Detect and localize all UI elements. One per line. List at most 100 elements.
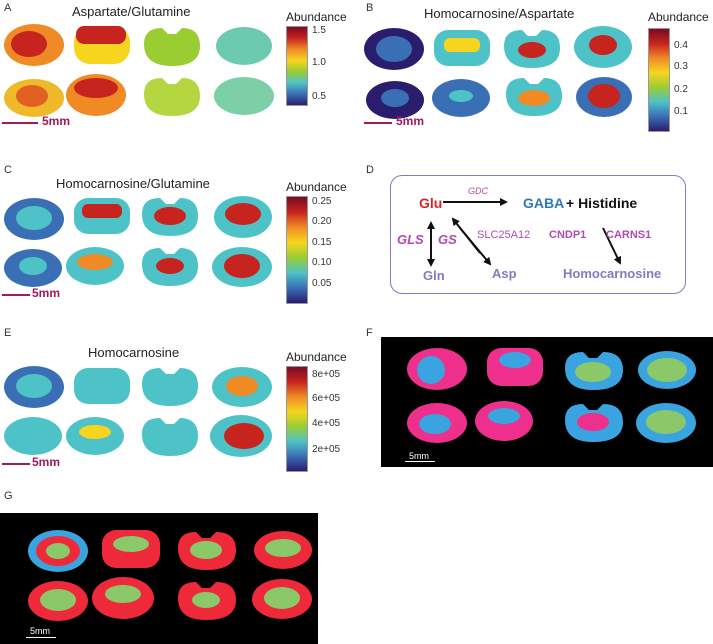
panel-e-slice-2 bbox=[72, 364, 132, 408]
panel-g-slice-2 bbox=[100, 526, 162, 572]
enzyme-gls: GLS bbox=[397, 232, 424, 247]
panel-f-slice-2 bbox=[485, 344, 545, 390]
panel-g-slice-5 bbox=[26, 578, 90, 624]
panel-b-scale-bar bbox=[364, 122, 392, 124]
panel-a-slice-3 bbox=[142, 24, 202, 68]
panel-c-tick-3: 0.15 bbox=[312, 237, 332, 248]
panel-e-slice-5 bbox=[2, 414, 64, 458]
panel-b-tick-4: 0.1 bbox=[674, 106, 688, 117]
panel-c-scale-bar bbox=[2, 294, 30, 296]
panel-label-b: B bbox=[366, 2, 374, 14]
panel-e-slice-7 bbox=[140, 414, 200, 458]
panel-label-c: C bbox=[4, 164, 12, 176]
panel-label-f: F bbox=[366, 327, 373, 339]
panel-a-slice-4 bbox=[214, 24, 274, 68]
panel-label-a: A bbox=[4, 2, 12, 14]
enzyme-gdc: GDC bbox=[468, 186, 488, 196]
panel-a-slice-1 bbox=[2, 22, 66, 68]
panel-b-scale-label: 5mm bbox=[396, 114, 425, 128]
panel-label-g: G bbox=[4, 490, 13, 502]
enzyme-cndp1: CNDP1 bbox=[549, 229, 587, 241]
panel-f-slice-6 bbox=[473, 398, 535, 444]
panel-f-slice-4 bbox=[636, 348, 698, 392]
node-homocarnosine: Homocarnosine bbox=[563, 266, 662, 281]
panel-a-tick-1: 1.5 bbox=[312, 25, 326, 36]
enzyme-slc25a12: SLC25A12 bbox=[477, 229, 531, 241]
panel-e-slice-6 bbox=[64, 414, 126, 458]
panel-b-slice-4 bbox=[572, 24, 634, 70]
panel-a-tick-3: 0.5 bbox=[312, 91, 326, 102]
panel-c-scale-label: 5mm bbox=[32, 286, 61, 300]
panel-c-slice-5 bbox=[2, 246, 64, 290]
panel-a-slice-2 bbox=[72, 22, 132, 68]
enzyme-carns1: CARNS1 bbox=[606, 229, 652, 241]
panel-e-legend-title: Abundance bbox=[286, 350, 347, 364]
panel-e-tick-4: 2e+05 bbox=[312, 444, 341, 455]
panel-c-tick-5: 0.05 bbox=[312, 278, 332, 289]
panel-a-slice-8 bbox=[212, 74, 276, 118]
panel-f-slice-7 bbox=[563, 400, 625, 444]
panel-a-tick-2: 1.0 bbox=[312, 57, 326, 68]
panel-e-tick-2: 6e+05 bbox=[312, 393, 341, 404]
panel-f-slice-1 bbox=[405, 346, 469, 392]
panel-a-scale-label: 5mm bbox=[42, 114, 71, 128]
panel-g-scale-label: 5mm bbox=[30, 626, 50, 636]
panel-c-title: Homocarnosine/Glutamine bbox=[56, 176, 210, 191]
enzyme-gs: GS bbox=[438, 232, 457, 247]
panel-b-colorbar bbox=[648, 28, 670, 132]
panel-f-slice-8 bbox=[634, 400, 698, 446]
panel-b-slice-6 bbox=[430, 76, 492, 120]
panel-e-title: Homocarnosine bbox=[88, 345, 180, 360]
panel-b-tick-1: 0.4 bbox=[674, 40, 688, 51]
panel-g-slice-1 bbox=[26, 528, 90, 574]
panel-c-slice-7 bbox=[140, 244, 200, 288]
panel-c-legend-title: Abundance bbox=[286, 180, 347, 194]
node-gaba: GABA bbox=[523, 195, 565, 211]
panel-label-e: E bbox=[4, 327, 12, 339]
panel-b-slice-3 bbox=[502, 26, 562, 70]
panel-b-tick-3: 0.2 bbox=[674, 84, 688, 95]
panel-g-slice-8 bbox=[250, 576, 314, 622]
panel-b-title: Homocarnosine/Aspartate bbox=[424, 6, 575, 21]
pathway-box bbox=[390, 175, 686, 294]
panel-a-slice-5 bbox=[2, 76, 66, 120]
panel-e-slice-3 bbox=[140, 364, 200, 408]
panel-e-tick-1: 8e+05 bbox=[312, 369, 341, 380]
panel-c-slice-4 bbox=[212, 194, 274, 240]
panel-e-tick-3: 4e+05 bbox=[312, 418, 341, 429]
panel-b-tick-2: 0.3 bbox=[674, 61, 688, 72]
panel-c-tick-1: 0.25 bbox=[312, 196, 332, 207]
panel-a-legend-title: Abundance bbox=[286, 10, 347, 24]
panel-c-tick-4: 0.10 bbox=[312, 257, 332, 268]
panel-g-slice-4 bbox=[252, 528, 314, 572]
panel-a-slice-6 bbox=[64, 72, 128, 118]
panel-g-scale-bar bbox=[26, 637, 56, 638]
panel-c-tick-2: 0.20 bbox=[312, 216, 332, 227]
panel-f-slice-3 bbox=[563, 348, 625, 392]
panel-e-colorbar bbox=[286, 366, 308, 472]
panel-e-slice-1 bbox=[2, 364, 66, 410]
panel-g-slice-3 bbox=[176, 528, 238, 572]
panel-label-d: D bbox=[366, 164, 374, 176]
panel-c-slice-3 bbox=[140, 194, 200, 238]
panel-e-slice-4 bbox=[210, 364, 274, 410]
panel-b-slice-5 bbox=[364, 78, 426, 122]
node-gln: Gln bbox=[423, 268, 445, 283]
panel-c-colorbar bbox=[286, 196, 308, 304]
panel-a-colorbar bbox=[286, 26, 308, 106]
panel-g-slice-7 bbox=[176, 578, 238, 622]
panel-f-scale-label: 5mm bbox=[409, 451, 429, 461]
panel-c-slice-2 bbox=[72, 194, 132, 238]
panel-e-scale-bar bbox=[2, 463, 30, 465]
panel-b-slice-2 bbox=[432, 26, 492, 70]
panel-f-slice-5 bbox=[405, 400, 469, 446]
panel-b-slice-7 bbox=[504, 74, 564, 118]
panel-f-scale-bar bbox=[405, 461, 435, 462]
panel-c-slice-1 bbox=[2, 196, 66, 242]
panel-a-title: Aspartate/Glutamine bbox=[72, 4, 191, 19]
panel-a-scale-bar bbox=[2, 122, 38, 124]
panel-b-slice-8 bbox=[574, 74, 634, 120]
panel-e-scale-label: 5mm bbox=[32, 455, 61, 469]
node-glu: Glu bbox=[419, 195, 443, 211]
